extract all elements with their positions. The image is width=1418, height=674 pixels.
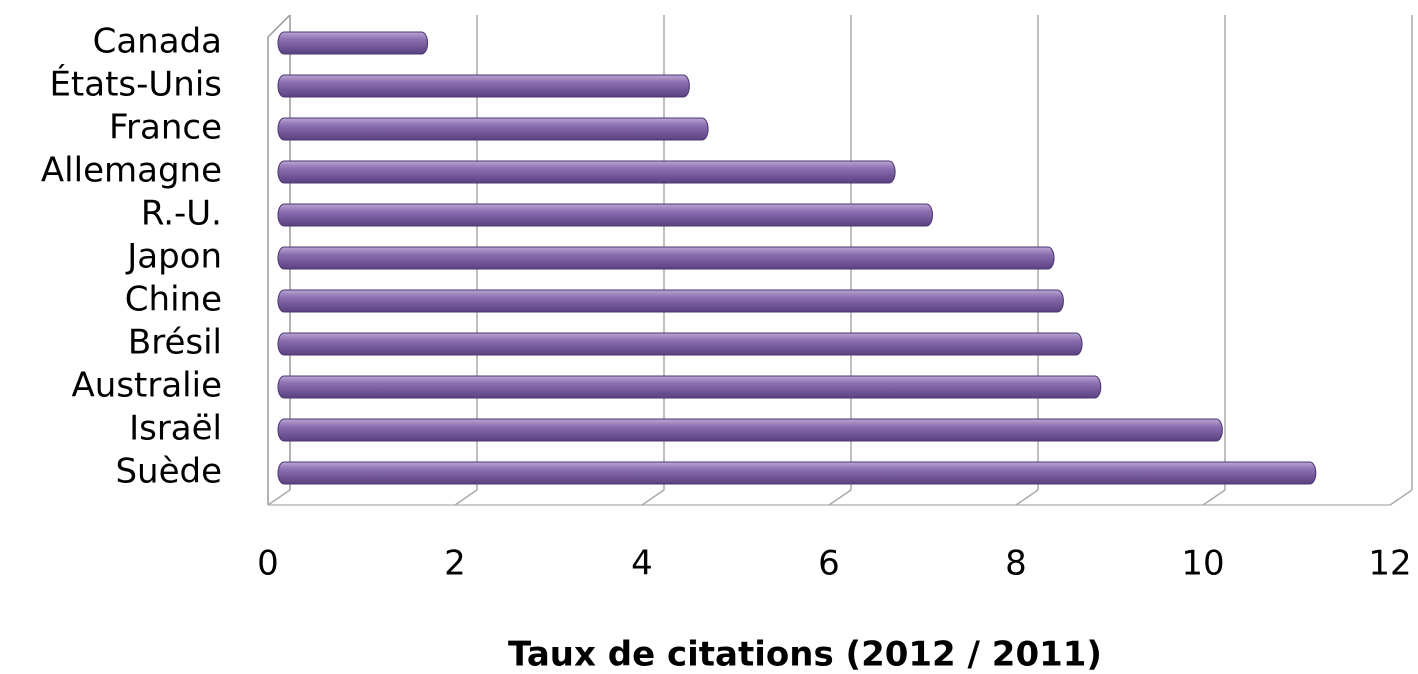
x-tick-label: 2	[444, 544, 466, 584]
grid-floor	[1389, 489, 1413, 506]
x-tick-label: 4	[631, 544, 653, 584]
grid-floor	[454, 489, 478, 506]
bar	[277, 289, 1064, 313]
bar	[277, 160, 896, 184]
y-tick-label: Allemagne	[41, 151, 222, 191]
bar	[277, 375, 1102, 399]
y-tick-label: Israël	[129, 409, 222, 449]
grid-floor	[641, 489, 665, 506]
grid-floor	[1202, 489, 1226, 506]
bar	[277, 246, 1055, 270]
bar	[277, 74, 690, 98]
y-tick-label: Canada	[93, 22, 222, 62]
y-tick-label: Australie	[72, 366, 222, 406]
bar	[277, 461, 1317, 485]
x-tick-label: 8	[1005, 544, 1027, 584]
x-tick-label: 10	[1181, 544, 1224, 584]
y-tick-label: France	[109, 108, 222, 148]
y-tick-label: Japon	[125, 237, 222, 277]
bar	[277, 117, 709, 141]
bar	[277, 203, 933, 227]
x-tick-label: 0	[257, 544, 279, 584]
y-tick-label: Chine	[125, 280, 222, 320]
y-tick-label: Brésil	[128, 323, 222, 363]
grid-floor	[828, 489, 852, 506]
side-wall-top	[267, 14, 291, 38]
y-tick-label: R.-U.	[141, 194, 222, 234]
y-tick-label: Suède	[115, 452, 222, 492]
x-tick-label: 6	[818, 544, 840, 584]
bar	[277, 31, 429, 55]
bar	[277, 332, 1083, 356]
y-tick-label: États-Unis	[49, 64, 222, 105]
x-tick-label: 12	[1368, 544, 1411, 584]
grid-floor	[1015, 489, 1039, 506]
grid-floor	[267, 489, 291, 506]
x-axis-title: Taux de citations (2012 / 2011)	[508, 635, 1102, 674]
bar	[277, 418, 1223, 442]
